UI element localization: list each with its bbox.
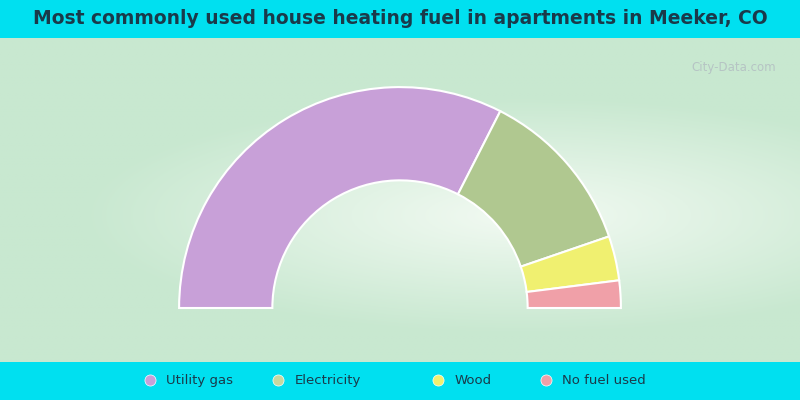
Text: No fuel used: No fuel used (562, 374, 646, 387)
Text: Electricity: Electricity (294, 374, 361, 387)
Text: Most commonly used house heating fuel in apartments in Meeker, CO: Most commonly used house heating fuel in… (33, 10, 767, 28)
Text: City-Data.com: City-Data.com (691, 61, 776, 74)
Wedge shape (179, 87, 500, 308)
Wedge shape (526, 280, 621, 308)
Text: Utility gas: Utility gas (166, 374, 234, 387)
Wedge shape (458, 111, 609, 267)
Wedge shape (521, 236, 619, 292)
Text: Wood: Wood (454, 374, 491, 387)
